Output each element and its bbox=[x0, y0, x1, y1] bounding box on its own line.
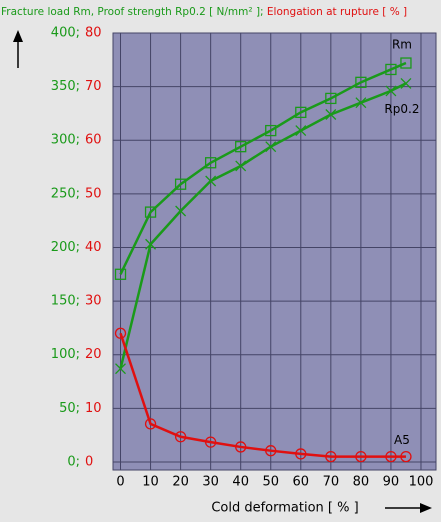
marker bbox=[144, 418, 157, 430]
marker bbox=[355, 76, 367, 88]
marker bbox=[114, 268, 127, 280]
marker bbox=[385, 63, 397, 76]
marker bbox=[114, 327, 127, 339]
marker bbox=[325, 109, 337, 120]
series-label: Rm bbox=[392, 38, 412, 52]
title-right: Elongation at rupture [ % ] bbox=[267, 6, 407, 18]
plot-frame bbox=[112, 32, 437, 471]
marker bbox=[235, 141, 247, 153]
marker bbox=[295, 448, 307, 460]
marker bbox=[115, 363, 126, 375]
marker bbox=[205, 436, 217, 448]
x-tick-label: 10 bbox=[142, 475, 159, 490]
marker bbox=[355, 97, 367, 109]
plot-area bbox=[113, 33, 436, 470]
marker bbox=[175, 205, 187, 217]
marker bbox=[265, 141, 277, 153]
y2-tick-label: 40 bbox=[85, 240, 102, 255]
title-left: Fracture load Rm, Proof strength Rp0.2 [… bbox=[1, 6, 264, 18]
series-label: A5 bbox=[394, 433, 410, 447]
y-arrow-head bbox=[13, 30, 23, 42]
x-tick-label: 100 bbox=[409, 475, 434, 490]
marker bbox=[174, 178, 187, 190]
y-tick-label: 250; bbox=[51, 186, 80, 201]
x-tick-label: 90 bbox=[383, 475, 400, 490]
marker bbox=[400, 450, 412, 463]
marker bbox=[295, 106, 307, 119]
x-axis-label: Cold deformation [ % ] bbox=[211, 501, 358, 516]
y-tick-label: 150; bbox=[51, 294, 80, 309]
y-tick-label: 300; bbox=[51, 133, 80, 148]
y2-tick-label: 0 bbox=[85, 454, 93, 469]
y-tick-label: 200; bbox=[51, 240, 80, 255]
marker bbox=[265, 445, 277, 457]
x-tick-label: 80 bbox=[353, 475, 370, 490]
y2-tick-label: 50 bbox=[85, 186, 102, 201]
x-tick-label: 30 bbox=[202, 475, 219, 490]
series-line bbox=[119, 332, 406, 458]
x-arrow-head bbox=[420, 503, 432, 513]
x-tick-label: 70 bbox=[323, 475, 340, 490]
y-tick-label: 0; bbox=[67, 454, 80, 469]
x-tick-label: 0 bbox=[116, 475, 124, 490]
marker bbox=[355, 450, 367, 463]
y-tick-label: 400; bbox=[51, 26, 80, 41]
marker bbox=[295, 125, 307, 137]
series-line bbox=[119, 61, 407, 275]
marker bbox=[400, 57, 412, 69]
x-tick-label: 50 bbox=[262, 475, 279, 490]
marker bbox=[144, 206, 157, 218]
marker bbox=[235, 160, 247, 172]
x-tick-label: 60 bbox=[293, 475, 310, 490]
marker bbox=[325, 450, 337, 463]
marker bbox=[145, 238, 157, 250]
x-tick-label: 20 bbox=[172, 475, 189, 490]
y2-tick-label: 60 bbox=[85, 133, 102, 148]
y2-tick-label: 20 bbox=[85, 347, 102, 362]
marker bbox=[174, 431, 187, 443]
marker bbox=[205, 157, 217, 169]
marker bbox=[265, 124, 277, 137]
y2-tick-label: 30 bbox=[85, 294, 102, 309]
y-tick-label: 350; bbox=[51, 79, 80, 94]
marker bbox=[205, 175, 217, 187]
y2-tick-label: 70 bbox=[85, 79, 102, 94]
y2-tick-label: 80 bbox=[85, 26, 102, 41]
marker bbox=[385, 450, 397, 463]
marker bbox=[385, 85, 397, 97]
marker bbox=[400, 77, 412, 89]
y2-tick-label: 10 bbox=[85, 401, 102, 416]
series-label: Rp0.2 bbox=[384, 102, 419, 116]
chart-title: Fracture load Rm, Proof strength Rp0.2 [… bbox=[1, 6, 407, 18]
x-tick-label: 40 bbox=[232, 475, 249, 490]
y-tick-label: 100; bbox=[51, 347, 80, 362]
marker bbox=[325, 92, 337, 105]
marker bbox=[235, 441, 247, 453]
y-tick-label: 50; bbox=[59, 401, 80, 416]
